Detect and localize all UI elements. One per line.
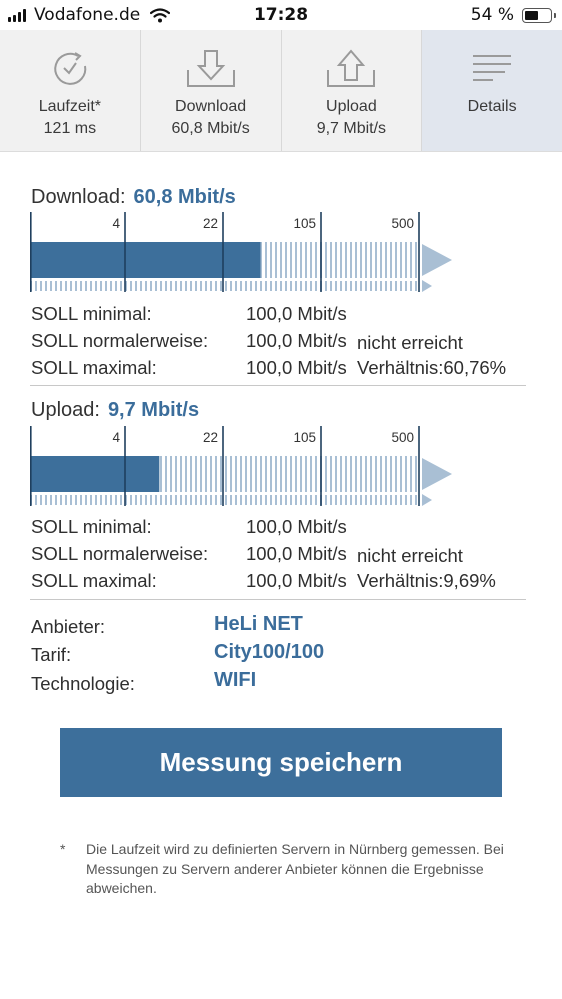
save-measurement-button[interactable]: Messung speichern xyxy=(60,728,502,797)
scale-label: 105 xyxy=(293,216,316,231)
download-speed-meter: 4 22 105 500 xyxy=(30,212,452,292)
soll-normal-label: SOLL normalerweise: xyxy=(31,543,209,564)
meter-small-arrow xyxy=(422,494,432,506)
upload-speed-meter: 4 22 105 500 xyxy=(30,426,452,506)
soll-minimal-value: 100,0 Mbit/s xyxy=(246,516,347,537)
carrier-name: Vodafone.de xyxy=(34,5,141,25)
technology-label: Technologie: xyxy=(31,673,135,694)
status-left: Vodafone.de xyxy=(8,5,171,25)
meter-fill xyxy=(31,456,160,492)
tab-laufzeit[interactable]: Laufzeit* 121 ms xyxy=(0,30,141,151)
tab-details[interactable]: Details xyxy=(422,30,562,151)
battery-percent: 54 % xyxy=(470,5,514,25)
soll-maximal-label: SOLL maximal: xyxy=(31,357,157,378)
soll-normal-value: 100,0 Mbit/s xyxy=(246,543,347,564)
meter-arrow xyxy=(422,458,452,490)
scale-label: 500 xyxy=(391,216,414,231)
result-tabs: Laufzeit* 121 ms Download 60,8 Mbit/s Up… xyxy=(0,30,562,152)
tab-label: Upload xyxy=(326,98,377,115)
download-heading: Download: 60,8 Mbit/s xyxy=(31,186,236,209)
upload-icon xyxy=(327,49,376,87)
soll-minimal-label: SOLL minimal: xyxy=(31,516,152,537)
signal-icon xyxy=(8,8,28,22)
soll-normal-label: SOLL normalerweise: xyxy=(31,330,209,351)
upload-title: Upload: xyxy=(31,399,100,421)
scale-label: 4 xyxy=(112,216,120,231)
soll-normal-value: 100,0 Mbit/s xyxy=(246,330,347,351)
scale-label: 22 xyxy=(203,430,218,445)
status-bar: Vodafone.de 17:28 54 % xyxy=(0,0,562,30)
tab-label: Details xyxy=(467,98,517,115)
footnote-marker: * xyxy=(60,841,66,857)
timer-icon xyxy=(54,52,87,85)
meter-lower-track xyxy=(31,281,420,291)
status-right: 54 % xyxy=(470,5,556,25)
details-menu-icon xyxy=(473,55,512,81)
download-value: 60,8 Mbit/s xyxy=(133,186,236,208)
scale-label: 22 xyxy=(203,216,218,231)
scale-label: 4 xyxy=(112,430,120,445)
upload-heading: Upload: 9,7 Mbit/s xyxy=(31,399,199,422)
download-icon xyxy=(186,50,235,87)
wifi-icon xyxy=(150,7,171,22)
scale-label: 500 xyxy=(391,430,414,445)
download-title: Download: xyxy=(31,186,126,208)
battery-icon xyxy=(522,7,556,23)
tab-value: 121 ms xyxy=(43,120,97,137)
clock: 17:28 xyxy=(253,5,309,25)
tab-download[interactable]: Download 60,8 Mbit/s xyxy=(141,30,282,151)
tariff-value: City100/100 xyxy=(214,641,325,663)
meter-fill xyxy=(31,242,261,278)
divider xyxy=(30,599,526,600)
tab-value: 60,8 Mbit/s xyxy=(171,120,250,137)
provider-label: Anbieter: xyxy=(31,616,106,637)
provider-value: HeLi NET xyxy=(214,613,303,635)
meter-arrow xyxy=(422,244,452,276)
tab-label: Laufzeit* xyxy=(38,98,101,115)
soll-maximal-value: 100,0 Mbit/s xyxy=(246,570,347,591)
scale-label: 105 xyxy=(293,430,316,445)
meter-lower-track xyxy=(31,495,420,505)
technology-value: WIFI xyxy=(214,669,257,691)
upload-value: 9,7 Mbit/s xyxy=(107,399,200,421)
soll-maximal-label: SOLL maximal: xyxy=(31,570,157,591)
divider xyxy=(30,385,526,386)
tab-upload[interactable]: Upload 9,7 Mbit/s xyxy=(282,30,423,151)
soll-minimal-label: SOLL minimal: xyxy=(31,303,152,324)
soll-minimal-value: 100,0 Mbit/s xyxy=(246,303,347,324)
soll-normal-status: nicht erreicht xyxy=(357,545,463,566)
tariff-label: Tarif: xyxy=(31,644,72,665)
ratio-text: Verhältnis:9,69% xyxy=(357,570,496,591)
tab-value: 9,7 Mbit/s xyxy=(316,120,387,137)
soll-normal-status: nicht erreicht xyxy=(357,332,463,353)
footnote-text: Die Laufzeit wird zu definierten Servern… xyxy=(86,841,504,896)
tab-label: Download xyxy=(175,98,247,115)
ratio-text: Verhältnis:60,76% xyxy=(357,357,507,378)
meter-small-arrow xyxy=(422,280,432,292)
soll-maximal-value: 100,0 Mbit/s xyxy=(246,357,347,378)
